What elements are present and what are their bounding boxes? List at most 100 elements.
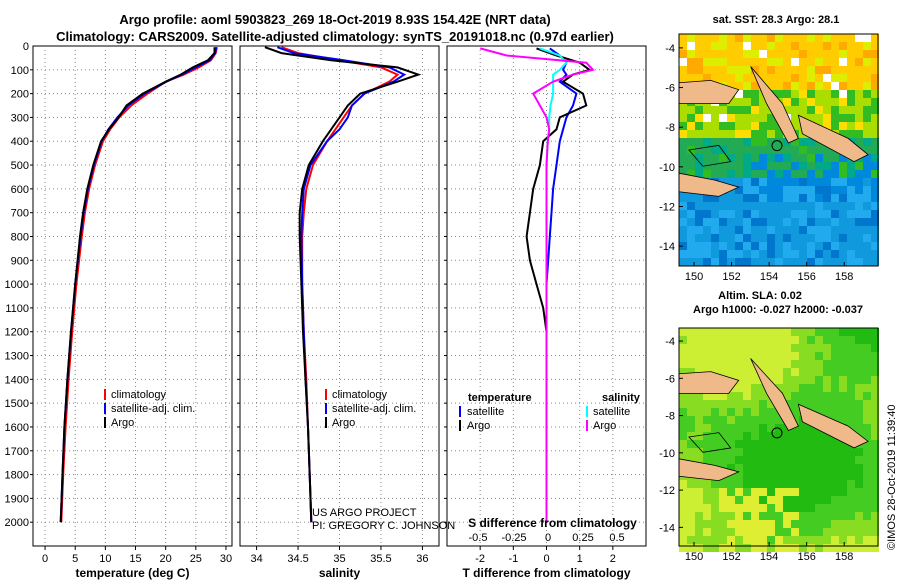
sst-map-x-label: 156 bbox=[797, 271, 815, 283]
temperature-x-tick-label: 0 bbox=[42, 553, 48, 565]
temperature-series-satellite-adj-clim- bbox=[59, 47, 218, 523]
depth-tick-label: 2000 bbox=[5, 517, 29, 529]
depth-tick-label: 0 bbox=[23, 41, 29, 53]
difference-legend-right-title: salinity bbox=[602, 392, 641, 404]
depth-tick-label: 1500 bbox=[5, 398, 29, 410]
difference-legend-left-label: Argo bbox=[467, 420, 490, 432]
sst-map-y-label: -12 bbox=[659, 202, 675, 214]
sla-map-y-label: -8 bbox=[665, 411, 675, 423]
depth-tick-label: 1700 bbox=[5, 446, 29, 458]
salinity-x-axis-label: salinity bbox=[319, 566, 361, 580]
temperature-x-tick-label: 25 bbox=[190, 553, 202, 565]
sla-map bbox=[678, 327, 879, 552]
sst-map-x-label: 152 bbox=[722, 271, 740, 283]
temperature-panel-frame bbox=[32, 45, 233, 547]
salinity-x-tick-label: 35 bbox=[333, 553, 345, 565]
depth-tick-label: 1800 bbox=[5, 470, 29, 482]
difference-top-tick-label: 0.5 bbox=[609, 532, 624, 544]
depth-tick-label: 1600 bbox=[5, 422, 29, 434]
sla-map-y-label: -12 bbox=[659, 485, 675, 497]
depth-tick-label: 900 bbox=[11, 255, 29, 267]
sla-map-y-label: -10 bbox=[659, 448, 675, 460]
figure-title-line1: Argo profile: aoml 5903823_269 18-Oct-20… bbox=[119, 12, 551, 27]
figure-title-line2: Climatology: CARS2009. Satellite-adjuste… bbox=[56, 29, 614, 44]
difference-legend-left-label: satellite bbox=[467, 406, 504, 418]
sla-map-y-label: -4 bbox=[665, 336, 675, 348]
sla-map-x-label: 158 bbox=[835, 551, 853, 563]
difference-x-axis-label: T difference from climatology bbox=[462, 566, 630, 580]
sla-map-y-label: -14 bbox=[659, 522, 675, 534]
difference-x-tick-label: 2 bbox=[610, 553, 616, 565]
depth-tick-label: 400 bbox=[11, 136, 29, 148]
depth-tick-label: 200 bbox=[11, 89, 29, 101]
difference-x-tick-label: 1 bbox=[577, 553, 583, 565]
depth-tick-label: 1300 bbox=[5, 351, 29, 363]
temperature-x-tick-label: 30 bbox=[220, 553, 232, 565]
sst-map-title: sat. SST: 28.3 Argo: 28.1 bbox=[712, 14, 840, 26]
difference-legend-left-title: temperature bbox=[468, 392, 532, 404]
difference-top-tick-label: -0.25 bbox=[501, 532, 526, 544]
sst-map-x-label: 154 bbox=[760, 271, 778, 283]
sla-map-x-label: 156 bbox=[797, 551, 815, 563]
credit-pi: PI: GREGORY C. JOHNSON bbox=[312, 520, 455, 532]
sla-float-marker bbox=[771, 427, 783, 439]
sst-map bbox=[678, 33, 879, 267]
temperature-legend-label: satellite-adj. clim. bbox=[111, 403, 195, 415]
sla-reef-outline bbox=[688, 432, 732, 453]
depth-tick-label: 1000 bbox=[5, 279, 29, 291]
depth-tick-label: 300 bbox=[11, 112, 29, 124]
depth-tick-label: 600 bbox=[11, 184, 29, 196]
temperature-series-argo bbox=[59, 47, 216, 523]
salinity-legend-label: satellite-adj. clim. bbox=[332, 403, 416, 415]
sla-map-y-label: -6 bbox=[665, 373, 675, 385]
temperature-x-tick-label: 20 bbox=[160, 553, 172, 565]
temperature-x-tick-label: 5 bbox=[72, 553, 78, 565]
temperature-x-axis-label: temperature (deg C) bbox=[75, 566, 189, 580]
temperature-legend-label: climatology bbox=[111, 389, 167, 401]
temperature-x-tick-label: 10 bbox=[99, 553, 111, 565]
sst-map-y-label: -8 bbox=[665, 122, 675, 134]
salinity-x-tick-label: 34.5 bbox=[287, 553, 308, 565]
difference-x-tick-label: -1 bbox=[508, 553, 518, 565]
depth-tick-label: 1200 bbox=[5, 327, 29, 339]
difference-top-tick-label: -0.5 bbox=[469, 532, 488, 544]
depth-tick-label: 800 bbox=[11, 231, 29, 243]
temperature-x-tick-label: 15 bbox=[129, 553, 141, 565]
depth-tick-label: 500 bbox=[11, 160, 29, 172]
sla-map-x-label: 150 bbox=[685, 551, 703, 563]
salinity-legend-label: climatology bbox=[332, 389, 388, 401]
temperature-legend-label: Argo bbox=[111, 417, 134, 429]
difference-legend-right-label: satellite bbox=[593, 406, 630, 418]
difference-series-temperature-Argo bbox=[525, 47, 592, 523]
difference-legend-right-label: Argo bbox=[593, 420, 616, 432]
depth-tick-label: 700 bbox=[11, 208, 29, 220]
sst-land-solomons bbox=[797, 114, 869, 163]
sst-float-marker bbox=[771, 140, 783, 152]
depth-tick-label: 1400 bbox=[5, 374, 29, 386]
sst-land-bougainville bbox=[750, 66, 799, 144]
sla-map-x-label: 154 bbox=[760, 551, 778, 563]
depth-tick-label: 100 bbox=[11, 65, 29, 77]
sst-map-x-label: 158 bbox=[835, 271, 853, 283]
difference-top-axis-label: S difference from climatology bbox=[468, 516, 637, 530]
sla-map-title-1: Altim. SLA: 0.02 bbox=[718, 290, 802, 302]
salinity-x-tick-label: 36 bbox=[416, 553, 428, 565]
difference-x-tick-label: -2 bbox=[475, 553, 485, 565]
sst-map-y-label: -10 bbox=[659, 162, 675, 174]
sst-map-y-label: -4 bbox=[665, 43, 675, 55]
depth-tick-label: 1900 bbox=[5, 493, 29, 505]
difference-series-salinity-Argo bbox=[479, 47, 595, 523]
sst-map-y-label: -14 bbox=[659, 241, 675, 253]
difference-x-tick-label: 0 bbox=[543, 553, 549, 565]
sst-map-x-label: 150 bbox=[685, 271, 703, 283]
temperature-series-climatology bbox=[60, 47, 218, 523]
credit-project: US ARGO PROJECT bbox=[312, 507, 417, 519]
sst-map-y-label: -6 bbox=[665, 83, 675, 95]
sst-map-frame bbox=[678, 33, 879, 267]
salinity-x-tick-label: 34 bbox=[250, 553, 262, 565]
salinity-legend-label: Argo bbox=[332, 417, 355, 429]
sla-land-bougainville bbox=[750, 358, 799, 431]
sla-map-title-2: Argo h1000: -0.027 h2000: -0.037 bbox=[693, 304, 863, 316]
sla-map-x-label: 152 bbox=[722, 551, 740, 563]
